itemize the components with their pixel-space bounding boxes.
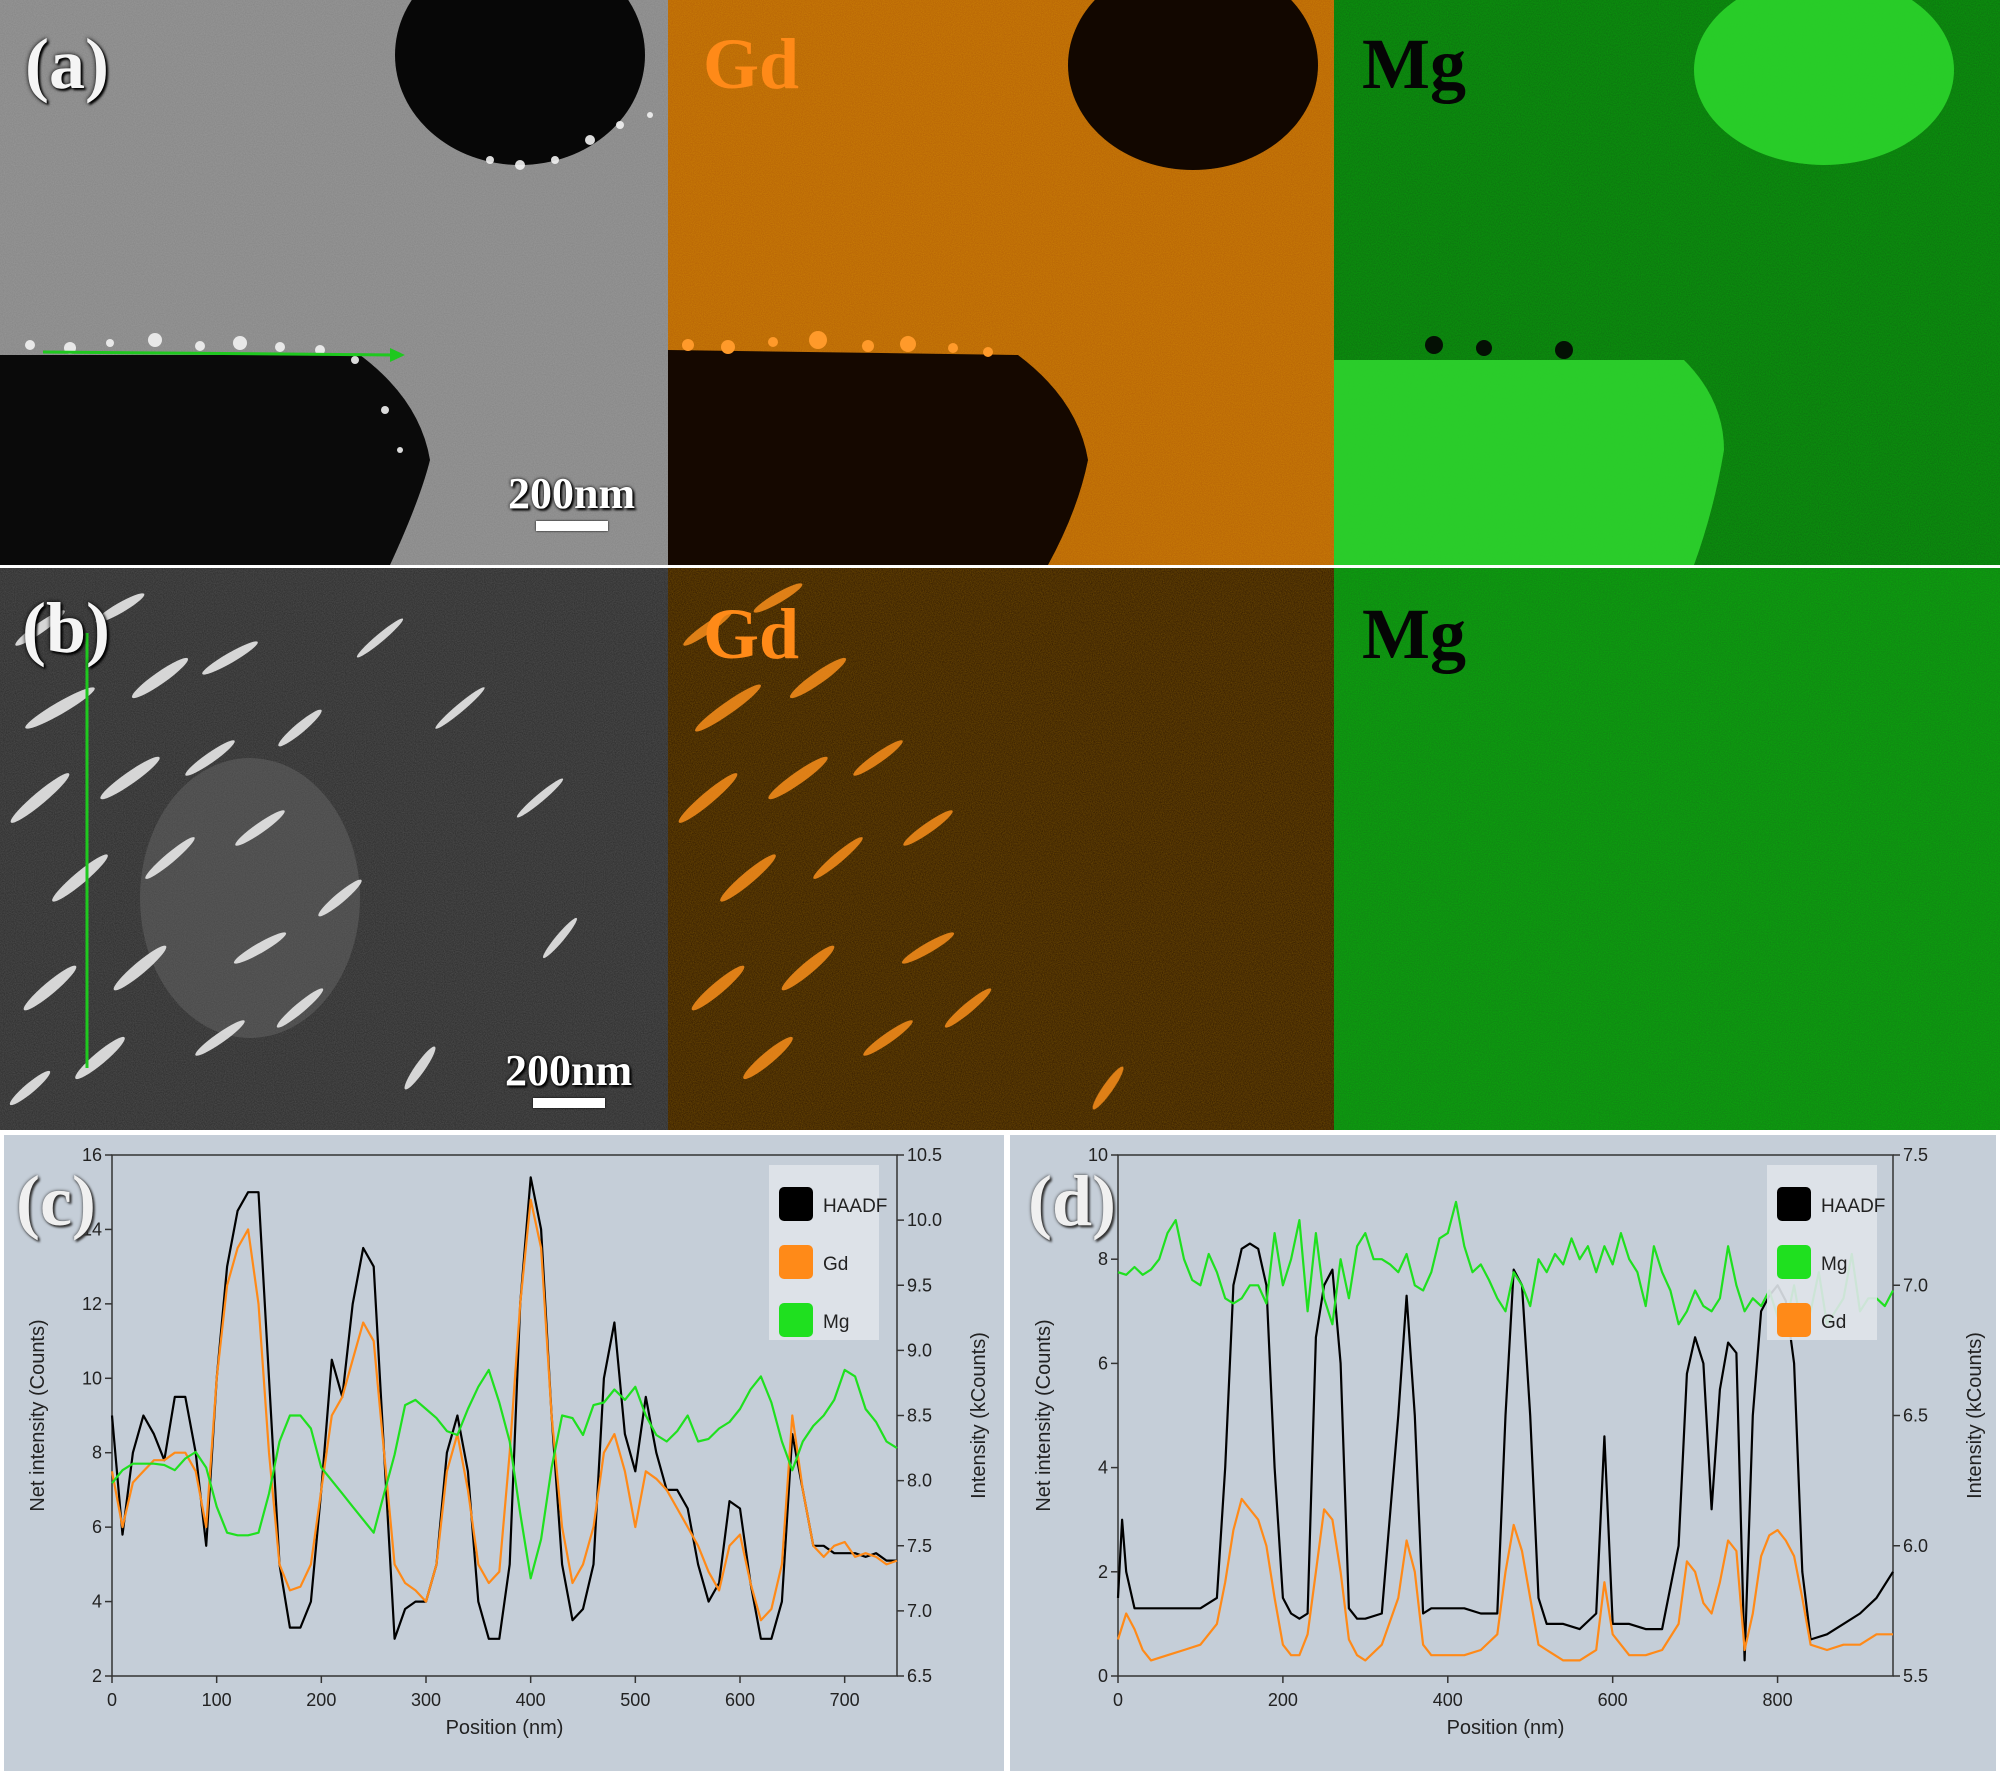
- y-right-tick-label: 9.0: [907, 1340, 932, 1360]
- y-left-tick-label: 6: [92, 1517, 102, 1537]
- gd-map-b: Gd: [668, 568, 1334, 1130]
- panel-label-b: (b): [22, 588, 110, 668]
- x-tick-label: 600: [1598, 1690, 1628, 1710]
- series-line-gd: [1116, 1497, 1893, 1662]
- scale-bar-text-b: 200nm: [505, 1046, 633, 1095]
- x-axis-label: Position (nm): [446, 1717, 564, 1739]
- x-tick-label: 800: [1763, 1690, 1793, 1710]
- y-left-axis-label: Net intensity (Counts): [1033, 1319, 1055, 1511]
- scale-bar-a: 200nm: [508, 468, 635, 531]
- legend-swatch-haadf: [1777, 1187, 1811, 1221]
- y-right-tick-label: 6.5: [907, 1666, 932, 1686]
- gd-map-label-a: Gd: [703, 24, 800, 104]
- series-line-mg: [111, 1368, 898, 1580]
- y-right-tick-label: 9.5: [907, 1275, 932, 1295]
- y-left-tick-label: 10: [1088, 1145, 1108, 1165]
- y-right-axis-label: Intensity (kCounts): [968, 1332, 990, 1499]
- x-tick-label: 700: [830, 1690, 860, 1710]
- series-line-gd: [110, 1198, 898, 1622]
- series-line-mg: [1117, 1200, 1894, 1334]
- x-tick-label: 500: [620, 1690, 650, 1710]
- y-left-tick-label: 16: [82, 1145, 102, 1165]
- scale-bar-b: 200nm: [505, 1045, 632, 1108]
- y-left-tick-label: 10: [82, 1368, 102, 1388]
- y-right-tick-label: 8.0: [907, 1471, 932, 1491]
- legend-swatch-gd: [1777, 1303, 1811, 1337]
- y-left-tick-label: 4: [92, 1592, 102, 1612]
- y-left-tick-label: 2: [92, 1666, 102, 1686]
- panel-label-a: (a): [25, 24, 109, 104]
- scale-bar-line-b: [532, 1098, 605, 1108]
- y-left-tick-label: 14: [82, 1219, 102, 1239]
- y-right-tick-label: 10.5: [907, 1145, 942, 1165]
- line-profile-d: 0 200 400 600 800 0 2 4 6 8 10 5.5 6.0 6.5 7.0 7.5 Posit…: [1010, 1135, 1996, 1771]
- y-left-tick-label: 8: [92, 1443, 102, 1463]
- legend-swatch-mg: [1777, 1245, 1811, 1279]
- y-right-tick-label: 8.5: [907, 1406, 932, 1426]
- scale-bar-text-a: 200nm: [508, 469, 636, 518]
- y-right-tick-label: 6.0: [1903, 1536, 1928, 1556]
- y-left-tick-label: 8: [1098, 1249, 1108, 1269]
- x-tick-label: 0: [107, 1690, 117, 1710]
- y-right-tick-label: 7.5: [907, 1536, 932, 1556]
- gd-map-label-b: Gd: [703, 594, 800, 674]
- haadf-image-b: (b) 200nm: [0, 568, 668, 1130]
- y-left-tick-label: 6: [1098, 1353, 1108, 1373]
- y-right-tick-label: 7.5: [1903, 1145, 1928, 1165]
- y-right-tick-label: 7.0: [907, 1601, 932, 1621]
- line-profile-c: 0 100 200 300 400 500 600 700 2 4 6 8 10 12 14 16 6.5 7.0…: [4, 1135, 1004, 1771]
- mg-map-label-a: Mg: [1362, 24, 1466, 104]
- panel-label-d: (d): [1028, 1161, 1116, 1241]
- legend-label-haadf: HAADF: [1821, 1196, 1885, 1217]
- x-tick-label: 100: [202, 1690, 232, 1710]
- chart-c-svg: 0 100 200 300 400 500 600 700 2 4 6 8 10 12 14 16 6.5 7.0…: [27, 1145, 990, 1739]
- y-right-tick-label: 6.5: [1903, 1406, 1928, 1426]
- y-right-tick-label: 10.0: [907, 1210, 942, 1230]
- panel-label-c: (c): [16, 1161, 96, 1241]
- x-tick-label: 600: [725, 1690, 755, 1710]
- mg-map-label-b: Mg: [1362, 594, 1466, 674]
- x-tick-label: 0: [1113, 1690, 1123, 1710]
- y-left-tick-label: 4: [1098, 1458, 1108, 1478]
- legend-label-gd: Gd: [823, 1254, 848, 1275]
- y-right-tick-label: 5.5: [1903, 1666, 1928, 1686]
- scale-bar-line-a: [535, 521, 608, 531]
- series-line-haadf: [110, 1176, 897, 1640]
- haadf-image-a: (a) 200nm: [0, 0, 668, 565]
- x-tick-label: 400: [516, 1690, 546, 1710]
- y-left-tick-label: 2: [1098, 1562, 1108, 1582]
- legend-label-gd: Gd: [1821, 1312, 1846, 1333]
- legend-label-mg: Mg: [1821, 1254, 1847, 1275]
- x-tick-label: 200: [306, 1690, 336, 1710]
- legend-swatch-gd: [779, 1245, 813, 1279]
- gd-map-a: Gd: [668, 0, 1334, 565]
- chart-d-svg: 0 200 400 600 800 0 2 4 6 8 10 5.5 6.0 6.5 7.0 7.5 Posit…: [1033, 1145, 1986, 1739]
- legend-label-haadf: HAADF: [823, 1196, 887, 1217]
- mg-map-b: Mg: [1334, 568, 2000, 1130]
- x-tick-label: 400: [1433, 1690, 1463, 1710]
- y-right-tick-label: 7.0: [1903, 1275, 1928, 1295]
- mg-map-a: Mg: [1334, 0, 2000, 565]
- y-left-axis-label: Net intensity (Counts): [27, 1319, 49, 1511]
- series-line-haadf: [1116, 1242, 1894, 1662]
- y-right-axis-label: Intensity (kCounts): [1964, 1332, 1986, 1499]
- legend-label-mg: Mg: [823, 1312, 849, 1333]
- x-tick-label: 300: [411, 1690, 441, 1710]
- legend-swatch-mg: [779, 1303, 813, 1337]
- y-left-tick-label: 0: [1098, 1666, 1108, 1686]
- x-tick-label: 200: [1268, 1690, 1298, 1710]
- y-left-tick-label: 12: [82, 1294, 102, 1314]
- x-axis-label: Position (nm): [1447, 1717, 1565, 1739]
- legend-swatch-haadf: [779, 1187, 813, 1221]
